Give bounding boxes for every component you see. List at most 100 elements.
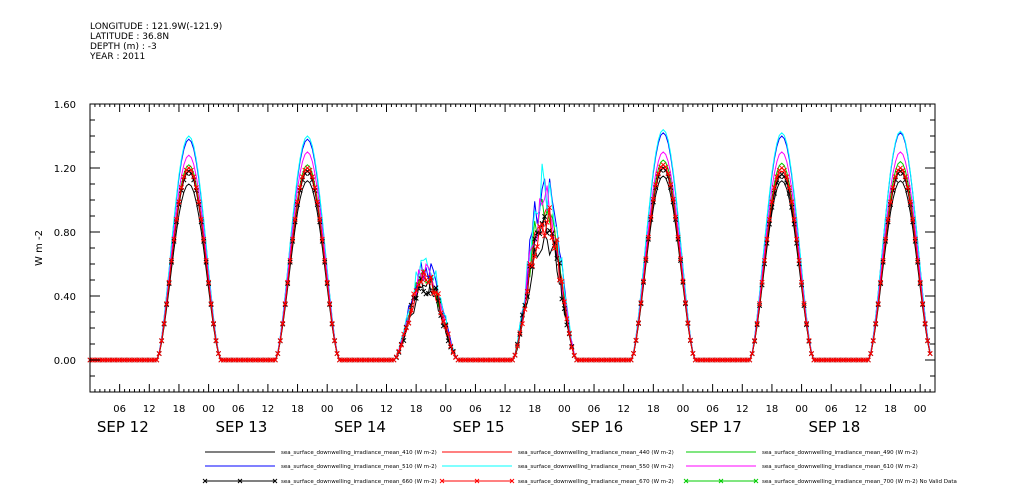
x-day-label: SEP 12 bbox=[97, 418, 149, 436]
x-day-label: SEP 15 bbox=[453, 418, 505, 436]
legend-marker bbox=[237, 478, 243, 484]
y-tick-label: 0.40 bbox=[54, 292, 76, 303]
x-tick-label: 00 bbox=[321, 404, 334, 415]
series-marker bbox=[556, 277, 562, 283]
series-marker bbox=[438, 310, 444, 316]
legend-marker bbox=[202, 478, 208, 484]
series-marker bbox=[670, 196, 676, 202]
series-marker bbox=[791, 221, 797, 227]
series-marker bbox=[922, 320, 928, 327]
series-marker bbox=[875, 301, 881, 307]
x-tick-label: 06 bbox=[232, 404, 245, 415]
series-marker bbox=[208, 301, 214, 307]
series-marker bbox=[299, 174, 306, 180]
series-marker bbox=[794, 236, 800, 242]
legend-entry: sea_surface_downwelling_irradiance_mean_… bbox=[762, 450, 918, 456]
x-tick-label: 18 bbox=[173, 404, 186, 415]
legend-entry: sea_surface_downwelling_irradiance_mean_… bbox=[762, 479, 957, 485]
series-marker bbox=[524, 288, 530, 294]
series-marker bbox=[648, 214, 654, 220]
series-marker bbox=[317, 216, 323, 222]
series-marker bbox=[925, 337, 931, 344]
legend-marker bbox=[718, 478, 724, 484]
series-marker bbox=[285, 279, 291, 285]
series-marker bbox=[653, 182, 659, 188]
series-marker bbox=[638, 300, 644, 306]
series-marker bbox=[870, 337, 876, 344]
series-marker bbox=[873, 320, 879, 327]
x-tick-label: 12 bbox=[855, 404, 868, 415]
series-marker bbox=[201, 236, 207, 242]
series-marker bbox=[682, 300, 689, 306]
series-marker bbox=[559, 278, 565, 285]
series-marker bbox=[912, 236, 918, 242]
x-tick-label: 18 bbox=[884, 404, 897, 415]
series-marker bbox=[403, 325, 409, 331]
series-marker bbox=[213, 337, 219, 344]
series-marker bbox=[210, 320, 217, 327]
series-marker bbox=[297, 185, 303, 191]
series-marker bbox=[312, 185, 318, 191]
x-tick-label: 18 bbox=[528, 404, 541, 415]
series-marker bbox=[193, 185, 199, 191]
series-marker bbox=[917, 279, 923, 285]
series-marker bbox=[865, 357, 871, 363]
series-marker bbox=[319, 236, 325, 242]
x-tick-label: 00 bbox=[439, 404, 452, 415]
series-marker bbox=[551, 245, 558, 251]
y-tick-label: 0.00 bbox=[54, 356, 76, 367]
x-day-label: SEP 17 bbox=[690, 418, 742, 436]
series-marker bbox=[509, 357, 516, 363]
series-marker bbox=[413, 288, 419, 294]
series-marker bbox=[781, 167, 787, 173]
series-marker bbox=[539, 222, 545, 228]
x-tick-label: 06 bbox=[469, 404, 482, 415]
series-marker bbox=[665, 171, 671, 177]
series-marker bbox=[554, 237, 560, 243]
series-marker bbox=[425, 279, 432, 285]
series-marker bbox=[161, 320, 167, 327]
series-marker bbox=[522, 306, 528, 312]
series-marker bbox=[885, 216, 891, 222]
series-marker bbox=[517, 330, 523, 336]
series-marker bbox=[324, 279, 330, 285]
series-marker bbox=[769, 204, 775, 210]
series-marker bbox=[529, 263, 535, 269]
series-marker bbox=[680, 278, 686, 284]
series-marker bbox=[878, 279, 884, 285]
series-marker bbox=[677, 256, 684, 262]
series-marker bbox=[173, 216, 180, 222]
x-tick-label: 06 bbox=[706, 404, 719, 415]
series-marker bbox=[413, 295, 419, 301]
series-marker bbox=[803, 320, 810, 327]
series-marker bbox=[920, 301, 926, 307]
series-marker bbox=[534, 244, 540, 250]
series-marker bbox=[327, 301, 333, 307]
legend-marker bbox=[272, 478, 278, 484]
series-marker bbox=[771, 185, 777, 191]
series-marker bbox=[396, 348, 402, 354]
series-marker bbox=[892, 174, 899, 180]
series-marker bbox=[640, 278, 647, 284]
series-marker bbox=[910, 216, 916, 222]
series-marker bbox=[292, 216, 298, 222]
series-marker bbox=[786, 185, 792, 191]
legend-marker bbox=[439, 478, 445, 484]
series-marker bbox=[314, 199, 320, 205]
legend-entry: sea_surface_downwelling_irradiance_mean_… bbox=[762, 464, 918, 470]
series-marker bbox=[443, 323, 449, 329]
plot-area bbox=[87, 128, 933, 363]
series-marker bbox=[280, 320, 286, 327]
series-marker bbox=[519, 321, 525, 327]
axes: 0.00 0.40 0.80 1.20 1.60 W m -2 06 12 18 00 06 12 18… bbox=[34, 100, 936, 436]
series-marker bbox=[668, 182, 674, 188]
series-marker bbox=[655, 171, 661, 177]
x-tick-label: 06 bbox=[588, 404, 601, 415]
year-label: YEAR : 2011 bbox=[90, 52, 146, 62]
series-marker bbox=[635, 320, 642, 326]
series-marker bbox=[450, 350, 456, 356]
series-marker bbox=[915, 257, 921, 264]
series-marker bbox=[425, 290, 432, 297]
x-tick-label: 00 bbox=[677, 404, 690, 415]
series-line-670 bbox=[90, 164, 931, 361]
